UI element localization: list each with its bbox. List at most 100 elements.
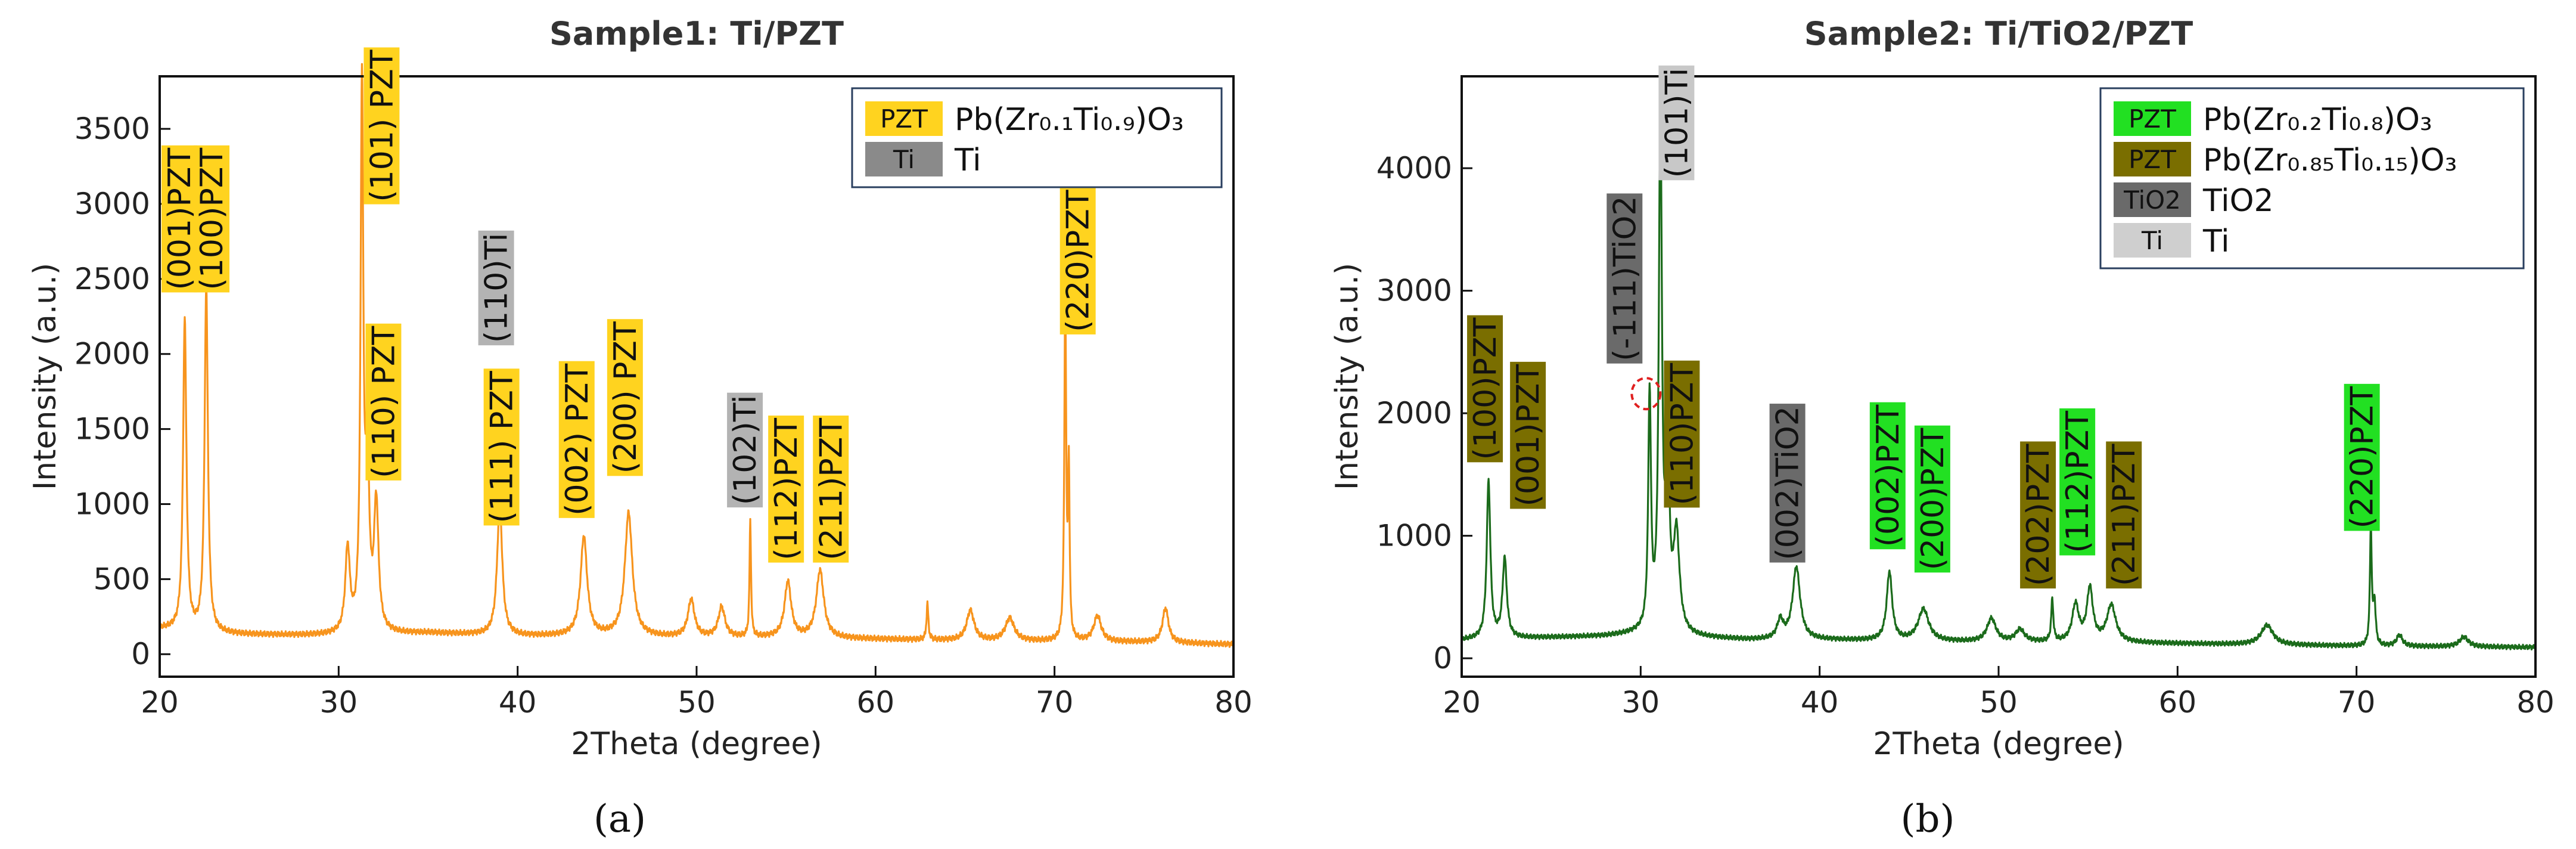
peak-label-box <box>478 230 514 346</box>
peak-label-text: (220)PZT <box>1061 190 1096 332</box>
peak-label-box <box>2059 408 2096 556</box>
peak-label-text: (111) PZT <box>484 371 520 523</box>
peak-annotation: (110)PZT <box>1664 360 1700 508</box>
peak-label-text: (110)Ti <box>479 233 515 343</box>
peak-label-box <box>1467 315 1503 463</box>
legend-swatch <box>865 101 943 136</box>
legend-label: Pb(Zr₀.₂Ti₀.₈)O₃ <box>2203 102 2432 138</box>
peak-annotation: (211)PZT <box>2106 441 2142 589</box>
panel-a-sample1-chart: Sample1: Ti/PZT 20 30 40 50 60 70 80 0 500 1000 150… <box>27 15 1253 841</box>
legend-swatch <box>865 142 943 176</box>
peak-label-text: (100)PZT <box>1468 318 1503 460</box>
x-tick-label: 40 <box>499 685 537 720</box>
peak-label-box <box>194 145 230 293</box>
peak-annotation: (111) PZT <box>483 368 520 526</box>
peak-label-text: (001)PZT <box>1511 364 1546 507</box>
panel-caption: (b) <box>1901 797 1955 841</box>
peak-annotation: (200)PZT <box>1914 425 1951 573</box>
x-axis-label: 2Theta (degree) <box>571 726 822 762</box>
peak-label-text: (112)PZT <box>769 418 804 560</box>
peak-annotation: (112)PZT <box>2059 408 2096 556</box>
y-axis-label: Intensity (a.u.) <box>1329 263 1365 490</box>
x-tick-label: 30 <box>320 685 358 720</box>
x-tick-label: 80 <box>1214 685 1253 720</box>
peak-annotation: (110)Ti <box>478 230 515 346</box>
y-tick-label: 2500 <box>74 262 150 296</box>
series-line <box>159 63 1235 648</box>
peak-label-text: (102)Ti <box>728 395 763 505</box>
legend-label: Pb(Zr₀.₈₅Ti₀.₁₅)O₃ <box>2203 142 2457 178</box>
y-tick-label: 2000 <box>1376 396 1452 430</box>
legend-swatch <box>2114 142 2191 176</box>
peak-label-text: (002)TiO2 <box>1770 406 1806 560</box>
x-tick-label: 20 <box>141 685 179 720</box>
legend-swatch-text: PZT <box>880 104 928 134</box>
peak-label-box <box>1658 65 1695 181</box>
peak-label-text: (002) PZT <box>560 363 595 515</box>
x-tick-label: 80 <box>2516 685 2555 720</box>
peak-label-box <box>161 145 198 293</box>
y-tick-label: 4000 <box>1376 151 1452 185</box>
panel-caption: (a) <box>593 797 646 841</box>
peak-label-box <box>1059 187 1096 334</box>
y-tick-label: 3000 <box>1376 274 1452 308</box>
peak-label-text: (101)Ti <box>1659 68 1695 178</box>
peak-label-text: (202)PZT <box>2021 444 2056 586</box>
x-tick-label: 50 <box>678 685 716 720</box>
x-tick-label: 20 <box>1443 685 1481 720</box>
peak-annotation: (001)PZT <box>161 145 198 293</box>
peak-label-text: (112)PZT <box>2060 411 2096 553</box>
x-tick-label: 40 <box>1801 685 1839 720</box>
peak-label-box <box>1914 425 1950 573</box>
peak-label-text: (101) PZT <box>364 49 400 202</box>
x-axis-label: 2Theta (degree) <box>1873 726 2124 762</box>
y-tick-label: 3500 <box>74 111 150 146</box>
y-tick-label: 1000 <box>1376 519 1452 553</box>
legend-swatch-text: Ti <box>893 145 915 174</box>
peak-label-text: (200) PZT <box>608 321 644 473</box>
x-tick-label: 50 <box>1980 685 2018 720</box>
peak-annotation: (001)PZT <box>1510 361 1546 509</box>
peak-label-text: (002)PZT <box>1870 404 1906 547</box>
peak-annotation: (220)PZT <box>2344 383 2381 531</box>
x-tick-label: 30 <box>1622 685 1660 720</box>
x-tick-label: 60 <box>857 685 895 720</box>
legend-swatch-text: Ti <box>2141 226 2163 255</box>
y-tick-label: 3000 <box>74 187 150 221</box>
peak-annotation: (100)PZT <box>1467 315 1503 463</box>
peak-label-text: (100)PZT <box>194 148 230 290</box>
peak-label-box <box>607 319 643 476</box>
peak-annotation: (220)PZT <box>1059 187 1096 334</box>
legend-label: Ti <box>2202 224 2230 259</box>
chart-title: Sample2: Ti/TiO2/PZT <box>1804 15 2193 52</box>
peak-label-box <box>2020 441 2056 589</box>
peak-label-box <box>768 416 804 563</box>
peak-label-box <box>1664 360 1700 508</box>
peak-annotation: (211)PZT <box>813 416 849 563</box>
y-tick-label: 0 <box>1433 641 1452 676</box>
legend-swatch-text: TiO2 <box>2123 185 2181 215</box>
peak-label-text: (001)PZT <box>162 148 198 290</box>
peak-annotation: (202)PZT <box>2020 441 2056 589</box>
legend-swatch-text: PZT <box>2128 104 2176 134</box>
peak-label-box <box>558 361 595 518</box>
legend-swatch <box>2114 223 2191 258</box>
peak-label-box <box>483 368 520 526</box>
peak-annotation: (002) PZT <box>558 361 595 518</box>
peak-label-box <box>1510 361 1546 509</box>
peak-annotation: (-111)TiO2 <box>1606 193 1643 364</box>
peak-label-box <box>363 47 400 204</box>
y-tick-label: 2000 <box>74 337 150 371</box>
legend-label: Pb(Zr₀.₁Ti₀.₉)O₃ <box>955 102 1184 138</box>
panel-b-sample2-chart: Sample2: Ti/TiO2/PZT 20 30 40 50 60 70 80 0 1000 2… <box>1329 15 2555 841</box>
peak-label-box <box>1869 402 1906 550</box>
legend-label: Ti <box>954 142 981 178</box>
y-tick-label: 1500 <box>74 412 150 447</box>
chart-title: Sample1: Ti/PZT <box>549 15 844 52</box>
x-tick-label: 70 <box>1036 685 1074 720</box>
peak-annotation: (101)Ti <box>1658 65 1695 181</box>
peak-label-text: (211)PZT <box>813 418 849 560</box>
y-axis-label: Intensity (a.u.) <box>27 263 63 490</box>
series-line <box>1461 82 2537 650</box>
peak-label-text: (211)PZT <box>2106 444 2142 586</box>
